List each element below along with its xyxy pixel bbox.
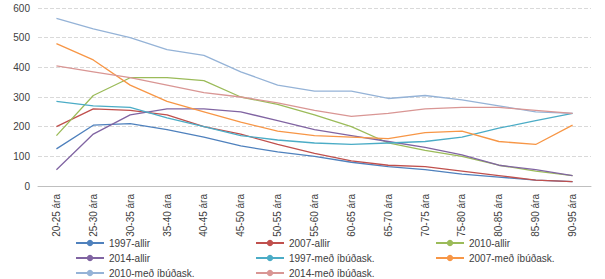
svg-text:90-95 ára: 90-95 ára: [567, 194, 578, 237]
svg-text:100: 100: [13, 151, 30, 162]
svg-text:70-75 ára: 70-75 ára: [420, 194, 431, 237]
svg-text:2014-allir: 2014-allir: [109, 253, 151, 264]
svg-text:80-85 ára: 80-85 ára: [493, 194, 504, 237]
svg-text:500: 500: [13, 32, 30, 43]
svg-text:20-25 ára: 20-25 ára: [51, 194, 62, 237]
svg-text:300: 300: [13, 92, 30, 103]
svg-text:45-50 ára: 45-50 ára: [235, 194, 246, 237]
svg-text:2007-allir: 2007-allir: [289, 238, 331, 249]
svg-text:55-60 ára: 55-60 ára: [309, 194, 320, 237]
svg-text:2007-með íbúðask.: 2007-með íbúðask.: [469, 253, 555, 264]
svg-text:25-30 ára: 25-30 ára: [88, 194, 99, 237]
svg-text:2010-með íbúðask.: 2010-með íbúðask.: [109, 268, 195, 279]
svg-text:600: 600: [13, 3, 30, 14]
svg-text:2010-allir: 2010-allir: [469, 238, 511, 249]
svg-text:40-45 ára: 40-45 ára: [198, 194, 209, 237]
svg-text:200: 200: [13, 121, 30, 132]
svg-text:400: 400: [13, 62, 30, 73]
svg-text:1997-allir: 1997-allir: [109, 238, 151, 249]
svg-text:75-80 ára: 75-80 ára: [456, 194, 467, 237]
svg-text:35-40 ára: 35-40 ára: [162, 194, 173, 237]
svg-text:85-90 ára: 85-90 ára: [530, 194, 541, 237]
svg-text:1997-með íbúðask.: 1997-með íbúðask.: [289, 253, 375, 264]
svg-text:0: 0: [24, 181, 30, 192]
svg-text:65-70 ára: 65-70 ára: [383, 194, 394, 237]
svg-text:50-55 ára: 50-55 ára: [272, 194, 283, 237]
svg-text:2014-með íbúðask.: 2014-með íbúðask.: [289, 268, 375, 279]
svg-text:30-35 ára: 30-35 ára: [125, 194, 136, 237]
svg-text:60-65 ára: 60-65 ára: [346, 194, 357, 237]
